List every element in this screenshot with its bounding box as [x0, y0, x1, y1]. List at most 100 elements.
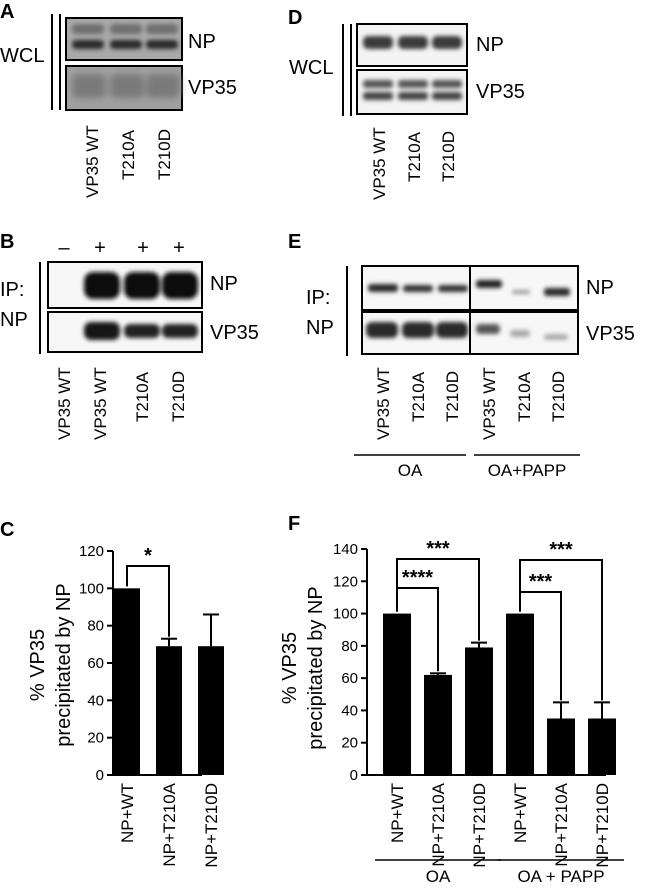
chart-f-significance-label: *** [529, 571, 553, 593]
panel-b-sign-3: + [137, 237, 149, 259]
chart-f-significance-bracket [519, 559, 603, 701]
panel-e-lane-4: VP35 WT [480, 367, 499, 440]
panel-e-group-label-1: OA [398, 461, 423, 480]
panel-e-lane-5: T210A [515, 371, 534, 422]
panel-b-vp35-bands [84, 322, 198, 340]
chart-c-y-tick-label: 0 [96, 767, 104, 784]
panel-b-vp35-label: VP35 [210, 322, 259, 344]
panel-b-np-bands [84, 272, 198, 299]
panel-a-letter: A [0, 1, 14, 23]
chart-c-y-tick-label: 100 [79, 580, 104, 597]
panel-a-np-bands [72, 24, 178, 49]
panel-d-vp35-bands [363, 80, 462, 100]
chart-f-category-label: NP+WT [388, 783, 407, 843]
panel-b-sign-4: + [173, 237, 185, 259]
chart-f-significance-label: *** [426, 538, 450, 560]
chart-c-y-tick-label: 60 [87, 655, 104, 672]
panel-e-lane-2: T210A [409, 371, 428, 422]
panel-b-lane-4: T210D [169, 371, 188, 422]
panel-d-np-label: NP [476, 34, 504, 56]
chart-c-bar [156, 646, 182, 775]
chart-f-category-label: NP+T210A [429, 782, 448, 866]
chart-f-y-tick-label: 80 [341, 638, 358, 655]
chart-f-y-tick-label: 120 [333, 573, 358, 590]
chart-f-bar [506, 613, 534, 775]
panel-d-np-bands [363, 36, 462, 49]
chart-c-y-tick-label: 20 [87, 730, 104, 747]
chart-f-ylabel-line1: % VP35 [279, 632, 301, 704]
chart-c-category-label: NP+T210D [202, 783, 221, 868]
panel-b: B – + + + IP: NP NP VP35 VP35 WT VP35 WT… [0, 231, 259, 440]
chart-f-y-tick-label: 60 [341, 670, 358, 687]
chart-c-ylabel-line1: % VP35 [27, 629, 49, 701]
chart-f-bar [424, 674, 452, 775]
chart-f-y-tick-label: 0 [350, 767, 358, 784]
panel-b-lane-2: VP35 WT [91, 367, 110, 440]
panel-e-lane-6: T210D [549, 371, 568, 422]
panel-b-ip-target: NP [0, 309, 28, 331]
chart-c-bar [198, 646, 224, 775]
chart-f-significance-label: **** [402, 567, 433, 589]
panel-e-lane-3: T210D [443, 371, 462, 422]
chart-f-bar [383, 613, 411, 775]
panel-e-np-label: NP [586, 277, 614, 299]
panel-e-vp35-label: VP35 [586, 323, 635, 345]
chart-c-significance-label: * [144, 545, 152, 567]
chart-c-significance-bracket [126, 565, 170, 637]
panel-e-np-bands [368, 280, 570, 296]
chart-c-y-tick-label: 80 [87, 618, 104, 635]
panel-c-letter: C [0, 519, 14, 541]
panel-f-letter: F [288, 513, 300, 535]
chart-f: 0 20 40 60 80 100 120 140 % VP35 precipitated by … [279, 538, 624, 886]
chart-f-category-label: NP+T210D [470, 783, 489, 868]
panel-b-lane-1: VP35 WT [55, 367, 74, 440]
panel-e-lane-1: VP35 WT [374, 367, 393, 440]
panel-a-lane-1: VP35 WT [83, 125, 102, 198]
chart-f-y-tick-label: 20 [341, 735, 358, 752]
panel-d-lane-2: T210A [405, 131, 424, 182]
panel-b-ip-label: IP: [0, 279, 24, 301]
panel-a-np-label: NP [188, 31, 216, 53]
chart-f-category-label: NP+T210D [593, 783, 612, 868]
panel-e-ip-target: NP [306, 317, 334, 339]
chart-f-y-tick-label: 140 [333, 541, 358, 558]
chart-c-y-tick-label: 40 [87, 692, 104, 709]
chart-f-category-label: NP+WT [511, 783, 530, 843]
panel-e-group-label-2: OA+PAPP [488, 461, 567, 480]
panel-d-letter: D [288, 7, 302, 29]
chart-f-y-tick-label: 40 [341, 702, 358, 719]
panel-e: E IP: NP NP VP35 VP35 WT T210A T210D [288, 231, 635, 480]
panel-a-vp35-label: VP35 [188, 77, 237, 99]
panel-e-ip-label: IP: [306, 287, 330, 309]
panel-b-sign-1: – [58, 237, 70, 259]
chart-f-group-label: OA + PAPP [517, 867, 604, 886]
chart-c: 0 20 40 60 80 100 120 % VP35 precipitated by NP N… [27, 543, 224, 868]
panel-a-lane-2: T210A [119, 129, 138, 180]
panel-b-letter: B [0, 231, 14, 253]
panel-a-lane-3: T210D [155, 129, 174, 180]
chart-f-ylabel-line2: precipitated by NP [305, 586, 327, 749]
chart-f-bar [547, 718, 575, 775]
chart-f-group-label: OA [426, 867, 451, 886]
panel-d: D WCL NP VP35 VP35 WT T210A T210D [288, 7, 525, 200]
chart-f-y-tick-label: 100 [333, 606, 358, 623]
panel-a-group-label: WCL [0, 45, 44, 67]
panel-b-np-label: NP [210, 273, 238, 295]
panel-b-sign-2: + [94, 237, 106, 259]
panel-d-lane-3: T210D [439, 131, 458, 182]
panel-e-letter: E [288, 231, 301, 253]
chart-f-category-label: NP+T210A [552, 782, 571, 866]
chart-c-category-label: NP+WT [118, 783, 137, 843]
panel-d-lane-1: VP35 WT [370, 127, 389, 200]
chart-c-bar [114, 588, 140, 775]
chart-f-significance-bracket [396, 558, 480, 641]
panel-d-vp35-label: VP35 [476, 81, 525, 103]
panel-e-vp35-bands [366, 322, 568, 340]
chart-c-ylabel-line2: precipitated by NP [53, 583, 75, 746]
chart-c-y-tick-label: 120 [79, 543, 104, 560]
panel-b-lane-3: T210A [133, 371, 152, 422]
chart-f-significance-label: *** [549, 539, 573, 561]
chart-f-bar [465, 647, 493, 775]
panel-a-vp35-bands [72, 74, 180, 98]
